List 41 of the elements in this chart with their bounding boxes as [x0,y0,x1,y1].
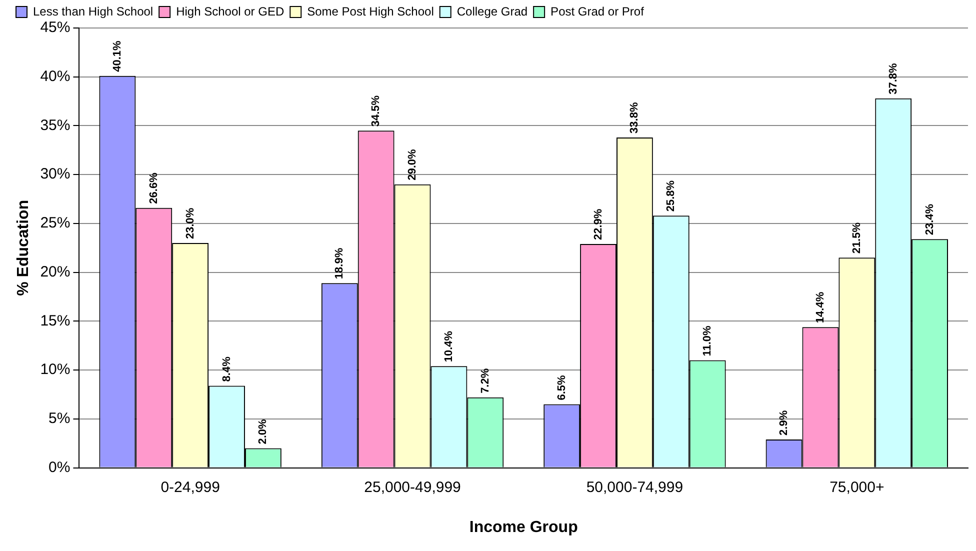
x-tick-label: 50,000-74,999 [586,478,684,496]
data-label: 18.9% [334,248,346,280]
data-label: 8.4% [220,356,233,382]
data-label: 26.6% [148,172,160,204]
x-tick-label: 0-24,999 [160,478,220,496]
data-label: 14.4% [814,292,826,324]
legend-label: Post Grad or Prof [550,4,645,18]
data-label: 21.5% [850,222,863,254]
y-tick-label: 5% [48,410,70,428]
data-label: 2.9% [778,410,790,436]
data-label: 11.0% [702,325,714,356]
data-label: 29.0% [406,148,419,180]
data-label: 6.5% [556,374,568,400]
legend-label: High School or GED [176,4,284,18]
data-label: 7.2% [479,368,492,394]
y-tick-label: 15% [40,312,70,330]
x-axis-title: Income Group [469,518,578,536]
y-axis-title: % Education [15,200,32,296]
y-tick-label: 35% [40,116,70,134]
y-tick-label: 10% [40,361,70,378]
y-tick-label: 40% [40,68,70,86]
x-tick-label: 25,000-49,999 [364,478,461,496]
data-label: 37.8% [887,62,900,94]
y-tick-label: 30% [40,166,70,183]
x-tick-label: 75,000+ [830,478,884,496]
data-label: 25.8% [665,180,678,212]
data-label: 23.4% [924,204,936,236]
y-tick-label: 45% [40,19,70,36]
data-label: 10.4% [442,330,455,362]
data-label: 34.5% [370,95,382,127]
y-tick-label: 25% [40,214,70,232]
legend-label: Less than High School [33,4,154,18]
data-label: 22.9% [592,208,604,240]
legend-label: Some Post High School [307,4,434,18]
legend-label: College Grad [456,4,528,18]
y-tick-label: 0% [48,458,70,476]
data-label: 40.1% [111,40,124,72]
y-tick-label: 20% [40,263,70,280]
data-label: 2.0% [257,418,270,444]
data-label: 23.0% [184,208,196,240]
data-label: 33.8% [628,102,641,134]
